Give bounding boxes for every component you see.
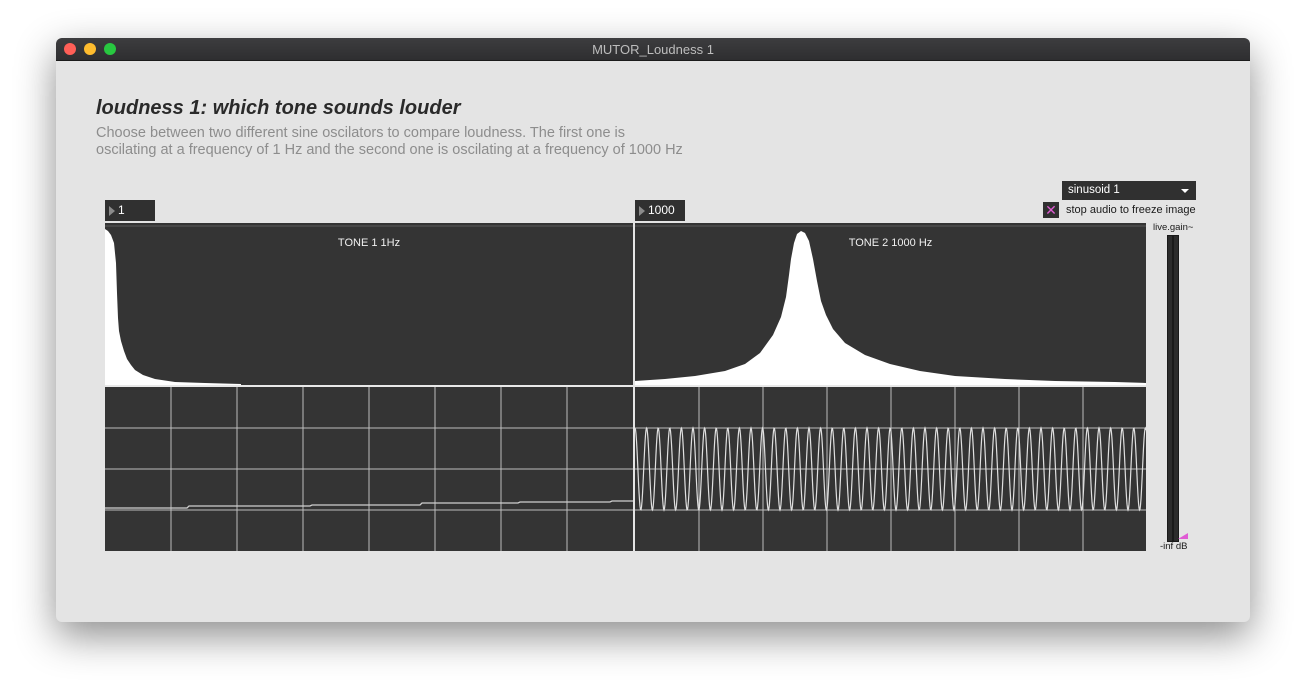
tone2-spectrum-fill bbox=[635, 231, 1146, 387]
tone1-spectrum-display: TONE 1 1Hz bbox=[105, 223, 633, 387]
tone2-spectrum-graph bbox=[635, 225, 1146, 387]
number-arrow-icon bbox=[639, 206, 645, 216]
tone1-spectrum-fill bbox=[105, 229, 241, 387]
gain-meter-right bbox=[1173, 235, 1179, 542]
maximize-window-button[interactable] bbox=[104, 43, 116, 55]
description-line-2: oscilating at a frequency of 1 Hz and th… bbox=[96, 142, 683, 158]
tone2-oscilloscope bbox=[635, 387, 1146, 551]
tone2-waveform bbox=[635, 426, 1146, 512]
app-window: MUTOR_Loudness 1 loudness 1: which tone … bbox=[56, 38, 1250, 622]
chevron-down-icon bbox=[1181, 189, 1189, 193]
tone1-scope-graph bbox=[105, 387, 633, 551]
tone2-label: TONE 2 1000 Hz bbox=[848, 237, 933, 249]
osc2-frequency-value: 1000 bbox=[648, 203, 675, 217]
number-arrow-icon bbox=[109, 206, 115, 216]
osc1-frequency-number-box[interactable]: 1 bbox=[105, 200, 155, 221]
toggle-x-icon: ✕ bbox=[1045, 202, 1057, 218]
tone1-oscilloscope bbox=[105, 387, 633, 551]
minimize-window-button[interactable] bbox=[84, 43, 96, 55]
gain-label: live.gain~ bbox=[1153, 222, 1194, 233]
close-window-button[interactable] bbox=[64, 43, 76, 55]
freeze-image-label: stop audio to freeze image bbox=[1066, 204, 1196, 216]
window-title: MUTOR_Loudness 1 bbox=[592, 42, 714, 57]
title-bar: MUTOR_Loudness 1 bbox=[56, 38, 1250, 61]
tone1-label: TONE 1 1Hz bbox=[337, 237, 401, 249]
tone1-spectrum-graph bbox=[105, 225, 633, 387]
description-line-1: Choose between two different sine oscila… bbox=[96, 125, 626, 141]
waveform-selected-value: sinusoid 1 bbox=[1068, 184, 1120, 196]
osc2-frequency-number-box[interactable]: 1000 bbox=[635, 200, 685, 221]
gain-value: -inf dB bbox=[1160, 541, 1188, 552]
page-title: loudness 1: which tone sounds louder bbox=[96, 97, 461, 119]
tone1-waveform bbox=[105, 500, 633, 509]
freeze-image-toggle[interactable]: ✕ bbox=[1043, 202, 1059, 218]
gain-meter-left bbox=[1167, 235, 1173, 542]
tone2-spectrum-display: TONE 2 1000 Hz bbox=[635, 223, 1146, 387]
tone2-scope-graph bbox=[635, 387, 1146, 551]
page-description: Choose between two different sine oscila… bbox=[96, 125, 796, 159]
gain-slider-handle[interactable] bbox=[1178, 532, 1190, 540]
waveform-dropdown[interactable]: sinusoid 1 bbox=[1062, 181, 1196, 200]
osc1-frequency-value: 1 bbox=[118, 203, 125, 217]
